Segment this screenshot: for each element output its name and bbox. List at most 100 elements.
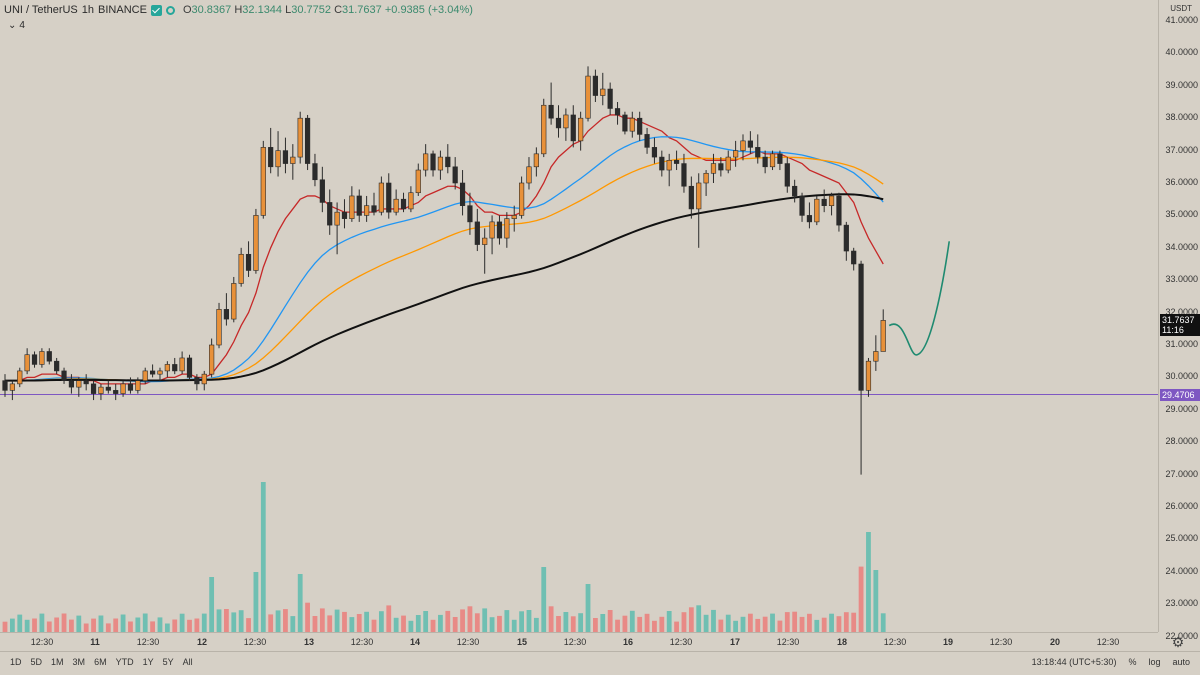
range-button-1d[interactable]: 1D xyxy=(10,657,22,667)
volume-bar xyxy=(164,623,170,632)
volume-bar xyxy=(142,613,148,632)
candle-body xyxy=(578,117,584,142)
volume-bar xyxy=(497,615,502,632)
price-tick-label: 40.0000 xyxy=(1165,47,1198,58)
volume-bar xyxy=(98,615,104,632)
volume-bar xyxy=(777,620,783,632)
volume-bar xyxy=(305,602,310,632)
candle-body xyxy=(828,195,835,206)
volume-bar xyxy=(696,605,702,632)
range-button-1y[interactable]: 1Y xyxy=(142,657,154,667)
candle-body xyxy=(201,373,207,385)
time-tick-label: 17 xyxy=(729,637,741,647)
volume-bar xyxy=(438,614,443,632)
candle-body xyxy=(777,153,783,164)
candle-body xyxy=(164,364,170,372)
price-chart[interactable] xyxy=(0,0,1158,632)
candle-body xyxy=(710,163,717,174)
range-button-6m[interactable]: 6M xyxy=(94,657,107,667)
volume-bar xyxy=(489,617,495,632)
volume-bar xyxy=(585,584,591,632)
range-button-3m[interactable]: 3M xyxy=(72,657,86,667)
volume-bar xyxy=(268,614,274,632)
candle-body xyxy=(127,383,134,391)
candle-body xyxy=(614,108,621,116)
volume-bar xyxy=(342,611,347,632)
candle-body xyxy=(378,182,384,213)
volume-bar xyxy=(187,619,192,632)
auto-scale-button[interactable]: auto xyxy=(1172,657,1190,667)
volume-bar xyxy=(334,609,340,632)
range-button-5d[interactable]: 5D xyxy=(30,657,43,667)
volume-bar xyxy=(740,616,746,632)
close-value: 31.7637 xyxy=(342,4,382,16)
candle-body xyxy=(445,156,451,168)
candle-body xyxy=(769,153,776,168)
price-tick-label: 34.0000 xyxy=(1165,241,1198,252)
time-tick-label: 12:30 xyxy=(30,637,54,647)
volume-bar xyxy=(150,621,155,632)
volume-bar xyxy=(762,616,768,632)
candle-body xyxy=(725,156,731,171)
date-ranges: 1D 5D 1M 3M 6M YTD 1Y 5Y All xyxy=(10,657,193,667)
volume-bar xyxy=(474,613,480,632)
candle-body xyxy=(467,205,473,223)
ema-red-line xyxy=(5,114,884,385)
candle-body xyxy=(31,354,38,365)
range-button-all[interactable]: All xyxy=(182,657,193,667)
price-tick-label: 26.0000 xyxy=(1165,501,1198,511)
candle-body xyxy=(821,198,827,206)
candle-body xyxy=(851,250,857,265)
candle-body xyxy=(570,114,576,142)
log-scale-button[interactable]: log xyxy=(1148,657,1161,667)
candle-body xyxy=(865,360,872,391)
indicators-toggle[interactable]: ⌄ 4 xyxy=(8,20,25,31)
price-tick-label: 35.0000 xyxy=(1165,209,1198,220)
range-button-5y[interactable]: 5Y xyxy=(162,657,174,667)
candle-body xyxy=(304,117,311,164)
candle-body xyxy=(364,205,370,216)
price-tick-label: 33.0000 xyxy=(1165,274,1198,285)
volume-bar xyxy=(452,617,458,632)
range-button-1m[interactable]: 1M xyxy=(51,657,64,667)
time-tick-label: 12:30 xyxy=(669,637,693,647)
time-tick-label: 12:30 xyxy=(456,637,480,647)
candle-body xyxy=(563,114,569,129)
time-axis[interactable]: 12:30 11 12:30 12 12:30 13 12:30 14 12:30 15 12:30… xyxy=(0,632,1158,651)
volume-bar xyxy=(829,613,834,632)
ema-black-line xyxy=(5,193,884,382)
interval-label[interactable]: 1h xyxy=(81,4,95,16)
volume-bar xyxy=(209,577,215,632)
range-button-ytd[interactable]: YTD xyxy=(115,657,134,667)
volume-bar xyxy=(113,618,119,632)
volume-bar xyxy=(467,606,473,632)
candle-body xyxy=(113,390,119,394)
candle-body xyxy=(814,198,820,223)
volume-bar xyxy=(2,621,8,632)
candle-body xyxy=(843,224,849,252)
gear-icon[interactable]: ⚙ xyxy=(1171,634,1185,650)
price-tick-label: 23.0000 xyxy=(1165,598,1198,609)
time-tick-label: 12:30 xyxy=(1096,637,1120,647)
chevron-down-icon[interactable]: ⌄ xyxy=(8,20,17,31)
candle-body xyxy=(393,198,399,213)
volume-bar xyxy=(17,614,23,632)
candle-body xyxy=(282,150,289,164)
currency-label: USDT xyxy=(1170,4,1192,13)
candle-body xyxy=(327,202,333,226)
chart-legend: UNI / TetherUS 1h BINANCE O30.8367 H32.1… xyxy=(4,4,473,16)
percent-scale-button[interactable]: % xyxy=(1128,657,1137,667)
volume-bar xyxy=(172,619,178,632)
chart-area[interactable]: UNI / TetherUS 1h BINANCE O30.8367 H32.1… xyxy=(0,0,1158,632)
candle-body xyxy=(150,370,156,375)
candle-body xyxy=(784,163,790,187)
candle-body xyxy=(747,140,753,148)
candle-body xyxy=(437,156,444,171)
time-tick-label: 15 xyxy=(516,637,528,647)
candle-body xyxy=(673,160,680,164)
volume-bar xyxy=(578,613,584,632)
time-tick-label: 12:30 xyxy=(776,637,800,647)
bar-countdown: 11:16 xyxy=(1162,325,1184,336)
symbol-name[interactable]: UNI / TetherUS xyxy=(4,4,78,16)
price-axis[interactable]: USDT 41.0000 40.0000 39.0000 38.0000 37.0000… xyxy=(1158,0,1200,641)
